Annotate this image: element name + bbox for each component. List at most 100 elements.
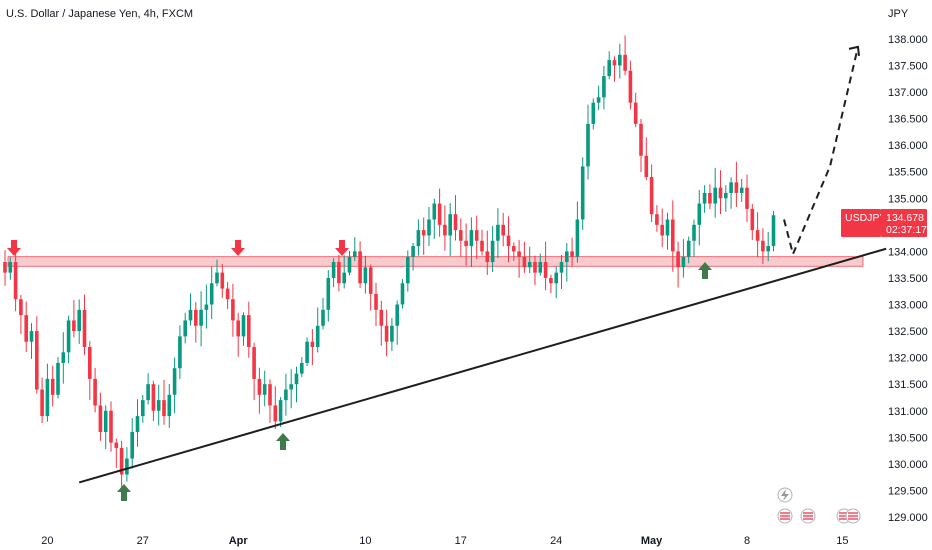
candle-body — [66, 320, 71, 353]
candle-body — [639, 123, 643, 156]
candle-body — [8, 262, 13, 273]
y-tick-label: 131.500 — [888, 379, 928, 391]
candle — [24, 301, 28, 352]
x-tick-label: 10 — [359, 535, 371, 547]
us-event-flag[interactable] — [777, 508, 793, 524]
candle — [209, 266, 214, 320]
candle — [178, 325, 182, 380]
candle — [512, 242, 516, 261]
candle — [342, 255, 346, 289]
candle-body — [130, 432, 134, 459]
candle — [88, 341, 92, 400]
candle — [294, 366, 299, 403]
x-tick-label: 27 — [137, 535, 149, 547]
candle-body — [443, 224, 447, 236]
y-tick-label: 129.500 — [888, 485, 928, 497]
candle — [114, 438, 119, 468]
candle — [215, 259, 219, 287]
candle-body — [141, 400, 145, 417]
projection-arrowhead — [848, 45, 860, 56]
symbol-badge — [841, 209, 881, 237]
candle — [448, 203, 452, 257]
candle — [262, 370, 267, 407]
candle — [374, 282, 378, 327]
candle — [72, 300, 76, 338]
candle — [480, 229, 484, 256]
candle — [109, 401, 113, 452]
candle-body — [199, 309, 203, 326]
candle — [665, 212, 670, 250]
price-axis[interactable]: 138.000 137.500 137.000 136.500 136.000 135.5… — [888, 34, 928, 524]
candle — [596, 85, 601, 110]
candle-body — [61, 352, 66, 363]
candle-body — [88, 347, 92, 379]
candle — [543, 241, 548, 291]
event-markers-layer[interactable] — [777, 487, 861, 524]
candle-body — [411, 246, 415, 257]
candle-body — [114, 442, 119, 448]
candle-body — [724, 192, 728, 199]
resistance-zone — [7, 256, 864, 267]
candle-body — [125, 458, 129, 475]
candle-body — [729, 182, 733, 193]
y-tick-label: 132.000 — [888, 353, 928, 365]
y-tick-label: 137.000 — [888, 87, 928, 99]
candle-body — [718, 187, 723, 199]
arrows-layer — [7, 240, 712, 501]
candle-body — [56, 362, 60, 395]
candle — [56, 357, 60, 399]
candle-body — [347, 256, 352, 273]
candle — [676, 241, 680, 288]
candle — [474, 215, 479, 259]
candle — [300, 357, 304, 377]
candle — [273, 386, 278, 429]
candle-body — [305, 341, 309, 363]
candle — [618, 43, 622, 79]
candle — [575, 201, 580, 263]
candle-body — [29, 331, 34, 342]
candle — [427, 207, 431, 246]
candle — [40, 377, 44, 424]
candle-body — [416, 230, 421, 247]
candle — [141, 394, 145, 423]
candle — [241, 312, 246, 346]
candle-body — [368, 267, 373, 294]
candle-body — [50, 378, 55, 395]
candle — [358, 241, 362, 288]
candle-body — [602, 76, 606, 98]
candle — [130, 418, 134, 469]
candle — [464, 223, 468, 266]
candle — [432, 198, 437, 239]
time-axis[interactable]: 20 27 Apr 10 17 24 May 8 15 — [41, 535, 848, 547]
lightning-event-marker[interactable] — [777, 487, 793, 503]
candle-body — [596, 97, 601, 103]
candle-body — [151, 384, 156, 411]
y-tick-label: 138.000 — [888, 34, 928, 46]
candle — [135, 399, 140, 447]
candle-body — [750, 208, 755, 231]
candle — [660, 208, 664, 248]
candle-body — [543, 262, 548, 278]
candle-body — [236, 320, 240, 337]
candle — [697, 189, 702, 246]
candle — [310, 329, 315, 366]
y-tick-label: 135.000 — [888, 193, 928, 205]
candle-body — [273, 405, 278, 422]
candle-body — [390, 325, 394, 342]
us-event-flag[interactable] — [845, 508, 861, 524]
candle-body — [284, 389, 288, 401]
candle-body — [178, 336, 182, 369]
candle-body — [331, 262, 336, 278]
candle — [321, 297, 325, 330]
candle-body — [549, 277, 553, 284]
candle-body — [739, 187, 744, 193]
candle-body — [453, 214, 458, 231]
candles-layer — [3, 35, 776, 494]
candle-body — [300, 362, 304, 374]
candle-body — [618, 54, 622, 66]
candle-body — [19, 299, 23, 316]
candle — [289, 369, 293, 409]
us-event-flag[interactable] — [800, 508, 816, 524]
